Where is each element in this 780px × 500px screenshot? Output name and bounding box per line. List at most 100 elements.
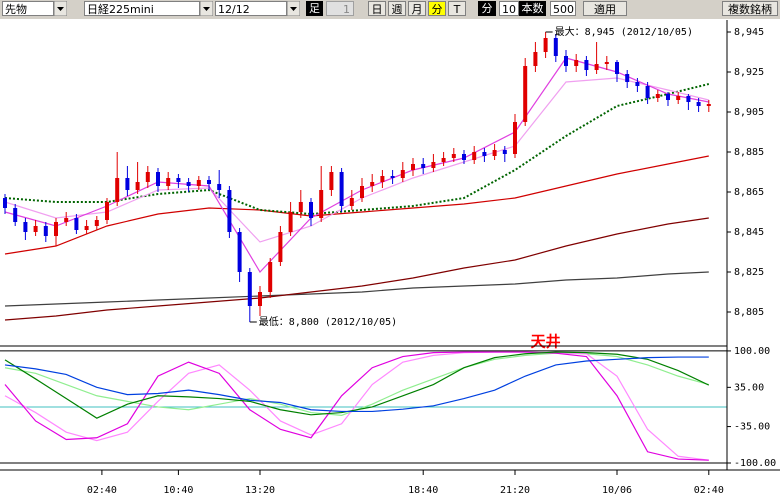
interval-input[interactable]: 10 <box>499 1 519 16</box>
candle-body <box>421 164 426 168</box>
oscillator-line <box>4 351 709 461</box>
candle-body <box>431 162 436 168</box>
candle-body <box>288 212 293 232</box>
contract-select[interactable]: 12/12 <box>215 1 287 16</box>
oscillator-line <box>4 356 709 413</box>
moving-average <box>4 57 709 273</box>
bar-label: 足 <box>306 1 323 16</box>
candle-body <box>3 198 7 208</box>
annotation: 最大：8,945 (2012/10/05) <box>555 25 693 38</box>
candle-body <box>309 202 313 218</box>
candle-body <box>584 60 589 70</box>
candle-body <box>156 172 160 186</box>
candle-body <box>207 180 211 184</box>
dropdown-arrow[interactable] <box>54 1 67 16</box>
period-button[interactable]: 週 <box>388 1 406 16</box>
candle-body <box>645 86 650 98</box>
candle-body <box>390 176 395 178</box>
symbol-type-select[interactable]: 先物 <box>2 1 54 16</box>
candle-body <box>553 38 558 56</box>
y-tick-label: -100.00 <box>734 458 776 469</box>
candle-body <box>594 64 599 70</box>
candle-body <box>482 152 487 156</box>
candle-body <box>360 186 364 198</box>
oscillator-line <box>4 351 710 419</box>
candle-body <box>604 62 609 64</box>
candle-body <box>400 170 405 178</box>
period-button[interactable]: 分 <box>428 1 446 16</box>
candle-body <box>462 154 466 160</box>
x-tick-label: 13:20 <box>245 485 275 496</box>
x-tick-label: 02:40 <box>694 485 724 496</box>
period-button[interactable]: 月 <box>408 1 426 16</box>
candle-body <box>145 172 150 182</box>
candle-body <box>706 104 711 106</box>
candle-body <box>278 232 283 262</box>
multi-symbol-button[interactable]: 複数銘柄 <box>722 1 778 16</box>
period-button[interactable]: T <box>448 1 466 16</box>
candle-body <box>472 152 477 160</box>
candle-body <box>635 82 640 86</box>
candle-body <box>523 66 528 122</box>
count-label: 本数 <box>519 1 546 16</box>
y-tick-label: 8,805 <box>734 307 764 318</box>
symbol-select[interactable]: 日経225mini <box>84 1 200 16</box>
moving-average <box>4 83 710 216</box>
oscillator-line <box>4 351 709 461</box>
period-button[interactable]: 日 <box>368 1 386 16</box>
moving-average <box>4 77 709 243</box>
dropdown-arrow[interactable] <box>200 1 213 16</box>
candle-body <box>94 220 99 226</box>
candle-body <box>64 218 69 222</box>
candle-body <box>43 226 48 236</box>
candle-body <box>370 182 375 186</box>
y-tick-label: 8,845 <box>734 227 764 238</box>
dropdown-arrow[interactable] <box>287 1 300 16</box>
annotation: 最低：8,800 (2012/10/05) <box>259 315 397 328</box>
y-tick-label: 8,945 <box>734 27 764 38</box>
candle-body <box>339 172 344 206</box>
moving-average <box>4 217 709 321</box>
moving-average <box>4 271 709 307</box>
apply-button[interactable]: 適用 <box>583 1 627 16</box>
y-tick-label: 8,825 <box>734 267 764 278</box>
candle-body <box>237 232 242 272</box>
candle-body <box>298 202 303 212</box>
candle-body <box>166 178 171 186</box>
annotation: 天井 <box>531 332 561 350</box>
candle-body <box>319 190 324 218</box>
candle-body <box>176 178 181 182</box>
candle-body <box>268 262 273 292</box>
candle-body <box>411 164 415 170</box>
candle-body <box>258 292 262 306</box>
candle-body <box>196 180 201 186</box>
candle-body <box>502 150 507 154</box>
candle-body <box>125 178 130 190</box>
candle-body <box>492 150 497 156</box>
candle-body <box>574 60 579 66</box>
y-tick-label: 8,865 <box>734 187 764 198</box>
x-tick-label: 02:40 <box>87 485 117 496</box>
count-input[interactable]: 500 <box>550 1 576 16</box>
candle-body <box>247 272 252 306</box>
candle-body <box>666 94 670 100</box>
chart: 最大：8,945 (2012/10/05) 最低：8,800 (2012/10/0… <box>0 20 780 496</box>
candle-body <box>451 154 456 158</box>
x-tick-label: 10:40 <box>163 485 193 496</box>
x-tick-label: 21:20 <box>500 485 530 496</box>
candle-body <box>217 184 222 190</box>
y-tick-label: 8,905 <box>734 107 764 118</box>
y-tick-label: -35.00 <box>734 422 770 433</box>
candle-body <box>135 182 140 190</box>
x-tick-label: 10/06 <box>602 485 632 496</box>
candle-body <box>533 52 538 66</box>
y-tick-label: 35.00 <box>734 382 764 393</box>
unit-label: 分 <box>478 1 496 16</box>
candle-body <box>186 182 191 186</box>
candle-body <box>676 96 681 100</box>
candle-body <box>543 38 548 52</box>
candle-body <box>655 94 660 98</box>
bar-count-input: 1 <box>326 1 354 16</box>
candle-body <box>227 190 232 232</box>
candle-body <box>33 226 38 232</box>
